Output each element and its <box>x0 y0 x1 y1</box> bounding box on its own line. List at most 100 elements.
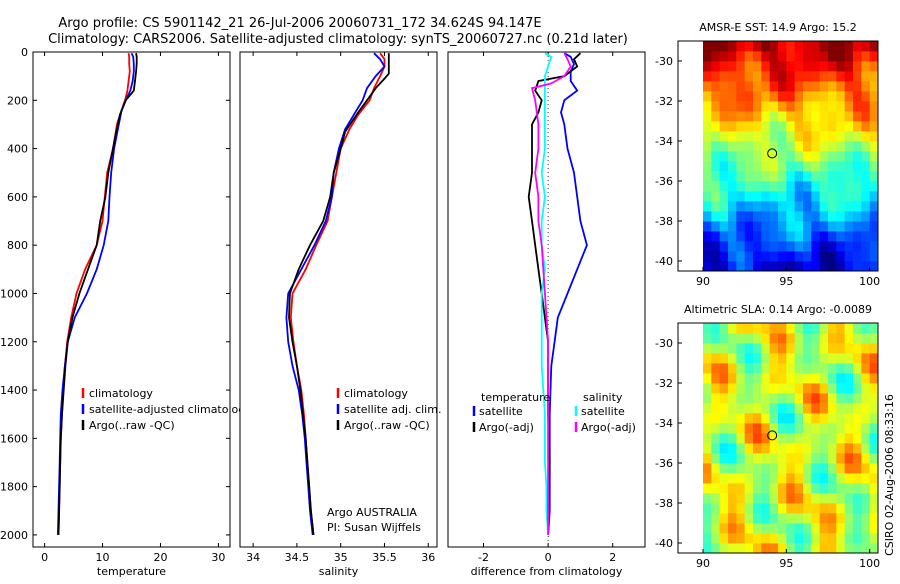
heatmap-cell <box>853 231 862 242</box>
heatmap-cell <box>794 373 804 384</box>
heatmap-cell <box>803 261 812 272</box>
heatmap-cell <box>861 333 871 344</box>
heatmap-cell <box>778 363 787 374</box>
heatmap-cell <box>711 383 721 394</box>
heatmap-cell <box>819 483 829 494</box>
heatmap-cell <box>769 383 779 394</box>
heatmap-cell <box>761 333 771 344</box>
heatmap-cell <box>703 523 712 534</box>
y-tick-label: -38 <box>655 215 673 228</box>
heatmap-cell <box>794 523 804 534</box>
heatmap-cell <box>836 91 846 102</box>
heatmap-cell <box>803 181 812 192</box>
heatmap-cell <box>853 201 862 212</box>
x-axis-label: temperature <box>97 565 166 578</box>
heatmap-cell <box>728 473 737 484</box>
heatmap-cell <box>794 81 804 92</box>
heatmap-cell <box>753 493 762 504</box>
heatmap-cell <box>736 343 746 354</box>
heatmap-cell <box>711 453 721 464</box>
heatmap-cell <box>736 483 746 494</box>
heatmap-cell <box>811 363 821 374</box>
heatmap-cell <box>794 463 804 474</box>
heatmap-cell <box>844 171 854 182</box>
heatmap-cell <box>761 373 771 384</box>
heatmap-cell <box>803 51 812 62</box>
heatmap-cell <box>836 41 846 52</box>
heatmap-cell <box>711 323 721 334</box>
heatmap-cell <box>803 493 812 504</box>
x-tick-label: 0 <box>545 551 552 564</box>
heatmap-cell <box>844 403 854 414</box>
heatmap-cell <box>744 333 754 344</box>
heatmap-cell <box>819 413 829 424</box>
heatmap-cell <box>869 141 879 152</box>
heatmap-cell <box>861 201 871 212</box>
heatmap-cell <box>828 141 837 152</box>
heatmap-cell <box>786 141 796 152</box>
heatmap-cell <box>828 211 837 222</box>
heatmap-cell <box>753 261 762 272</box>
heatmap-cell <box>803 483 812 494</box>
heatmap-cell <box>761 323 771 334</box>
heatmap-cell <box>803 403 812 414</box>
heatmap-cell <box>861 413 871 424</box>
heatmap-cell <box>719 261 729 272</box>
heatmap-cell <box>778 151 787 162</box>
heatmap-cell <box>861 323 871 334</box>
heatmap-cell <box>844 121 854 132</box>
heatmap-cell <box>719 513 729 524</box>
heatmap-cell <box>861 81 871 92</box>
heatmap-cell <box>744 443 754 454</box>
heatmap-cell <box>836 141 846 152</box>
x-tick-label: 35.5 <box>372 551 397 564</box>
heatmap-cell <box>778 503 787 514</box>
heatmap-cell <box>769 473 779 484</box>
heatmap-cell <box>828 121 837 132</box>
heatmap-cell <box>719 543 729 554</box>
heatmap-cell <box>794 343 804 354</box>
heatmap-cell <box>778 543 787 554</box>
heatmap-cell <box>844 61 854 72</box>
heatmap-cell <box>836 71 846 82</box>
heatmap-cell <box>703 71 712 82</box>
heatmap-cell <box>778 323 787 334</box>
heatmap-cell <box>719 111 729 122</box>
heatmap-cell <box>728 251 737 262</box>
x-tick-label: 100 <box>859 275 880 288</box>
heatmap-cell <box>753 433 762 444</box>
heatmap-cell <box>844 41 854 52</box>
heatmap-cell <box>794 473 804 484</box>
heatmap-cell <box>778 493 787 504</box>
heatmap-cell <box>728 353 737 364</box>
heatmap-cell <box>728 261 737 272</box>
heatmap-cell <box>736 111 746 122</box>
heatmap-cell <box>736 81 746 92</box>
heatmap-cell <box>803 131 812 142</box>
heatmap-cell <box>744 91 754 102</box>
heatmap-cell <box>769 171 779 182</box>
heatmap-cell <box>869 61 879 72</box>
heatmap-cell <box>753 81 762 92</box>
heatmap-cell <box>744 71 754 82</box>
heatmap-cell <box>819 151 829 162</box>
heatmap-cell <box>711 503 721 514</box>
heatmap-cell <box>786 91 796 102</box>
heatmap-cell <box>736 151 746 162</box>
heatmap-cell <box>761 443 771 454</box>
heatmap-cell <box>811 131 821 142</box>
heatmap-cell <box>736 121 746 132</box>
heatmap-cell <box>869 251 879 262</box>
heatmap-cell <box>703 91 712 102</box>
heatmap-cell <box>861 423 871 434</box>
heatmap-cell <box>744 383 754 394</box>
heatmap-cell <box>853 533 862 544</box>
heatmap-cell <box>728 483 737 494</box>
heatmap-cell <box>803 413 812 424</box>
heatmap-cell <box>778 241 787 252</box>
heatmap-cell <box>786 523 796 534</box>
heatmap-cell <box>736 393 746 404</box>
annotation-line-2: PI: Susan Wijffels <box>327 521 421 534</box>
heatmap-cell <box>819 363 829 374</box>
heatmap-cell <box>736 323 746 334</box>
